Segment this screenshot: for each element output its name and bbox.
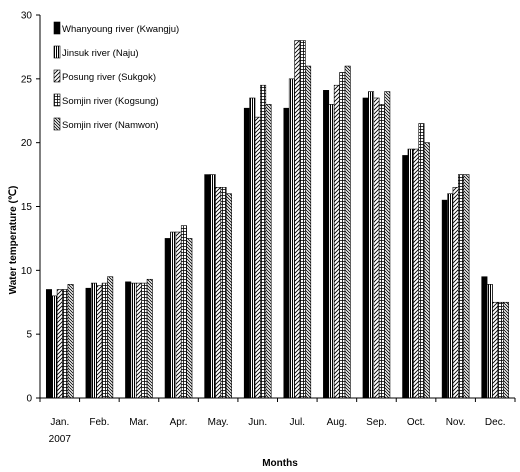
legend-swatch bbox=[53, 69, 61, 83]
bar bbox=[62, 289, 69, 399]
bar bbox=[452, 187, 459, 399]
bar bbox=[260, 84, 267, 399]
legend-label: Posung river (Sukgok) bbox=[62, 72, 156, 83]
legend-label: Jinsuk river (Naju) bbox=[62, 48, 139, 59]
legend-label: Somjin river (Kogsung) bbox=[62, 96, 159, 107]
bar bbox=[220, 187, 227, 399]
x-tick-label: May. bbox=[208, 417, 229, 428]
bar bbox=[413, 148, 420, 399]
bar bbox=[283, 107, 290, 399]
bar bbox=[90, 282, 97, 399]
bar bbox=[299, 40, 306, 399]
bar bbox=[67, 284, 74, 399]
legend-swatch bbox=[53, 117, 61, 131]
x-tick-label: Sep. bbox=[366, 417, 387, 428]
bar bbox=[254, 116, 261, 399]
legend-swatch bbox=[53, 45, 61, 59]
bar bbox=[407, 148, 414, 399]
bar bbox=[362, 97, 369, 399]
bar bbox=[384, 91, 391, 399]
bar bbox=[51, 295, 58, 399]
x-tick-label: Jun. bbox=[248, 417, 267, 428]
bar bbox=[344, 65, 351, 399]
bar bbox=[305, 65, 312, 399]
bar bbox=[180, 225, 187, 399]
bar bbox=[170, 231, 177, 399]
bar bbox=[215, 187, 222, 399]
bar bbox=[45, 289, 52, 399]
bar bbox=[146, 278, 153, 399]
legend-label: Whanyoung river (Kwangju) bbox=[62, 24, 179, 35]
bar bbox=[288, 78, 295, 399]
bar bbox=[447, 193, 454, 399]
legend: Whanyoung river (Kwangju) Jinsuk river (N… bbox=[53, 21, 179, 131]
bar bbox=[85, 287, 92, 399]
bar bbox=[265, 104, 272, 399]
bar bbox=[175, 231, 182, 399]
x-tick-label: Dec. bbox=[485, 417, 506, 428]
bars bbox=[45, 40, 510, 399]
x-tick-label: Aug. bbox=[327, 417, 348, 428]
bar bbox=[164, 238, 171, 399]
x-tick-label: Jan. bbox=[50, 417, 69, 428]
legend-label: Somjin river (Namwon) bbox=[62, 120, 159, 131]
y-tick-label: 10 bbox=[21, 266, 33, 277]
bar bbox=[492, 301, 499, 399]
bar bbox=[186, 238, 193, 399]
bar bbox=[130, 282, 137, 399]
bar bbox=[481, 276, 488, 399]
bar bbox=[418, 123, 425, 399]
bar bbox=[486, 284, 493, 399]
x-tick-label: Mar. bbox=[129, 417, 148, 428]
bar bbox=[328, 104, 335, 399]
y-tick-label: 5 bbox=[26, 330, 32, 341]
bar bbox=[378, 104, 385, 399]
x-tick-label: Feb. bbox=[89, 417, 109, 428]
bar bbox=[141, 282, 148, 399]
y-tick-label: 15 bbox=[21, 202, 33, 213]
y-tick-label: 25 bbox=[21, 74, 33, 85]
bar bbox=[323, 90, 330, 399]
bar bbox=[249, 97, 256, 399]
bar bbox=[503, 301, 510, 399]
bar bbox=[458, 174, 465, 399]
bar bbox=[463, 174, 470, 399]
bar bbox=[497, 301, 504, 399]
x-axis-title: Months bbox=[262, 458, 298, 469]
legend-swatch bbox=[53, 21, 61, 35]
x-tick-sublabel: 2007 bbox=[49, 434, 72, 445]
x-tick-label: Oct. bbox=[407, 417, 425, 428]
legend-swatch bbox=[53, 93, 61, 107]
bar bbox=[204, 174, 211, 399]
bar bbox=[56, 289, 63, 399]
bar bbox=[209, 174, 216, 399]
y-tick-label: 0 bbox=[26, 394, 32, 405]
bar bbox=[339, 72, 346, 399]
bar bbox=[368, 91, 375, 399]
y-tick-label: 20 bbox=[21, 138, 33, 149]
bar bbox=[423, 142, 430, 399]
bar bbox=[402, 155, 409, 399]
bar bbox=[96, 285, 103, 399]
bar bbox=[135, 282, 142, 399]
y-tick-label: 30 bbox=[21, 11, 33, 22]
bar bbox=[333, 84, 340, 399]
x-axis-ticks: Jan. Feb. Mar. Apr. May. Jun. Jul. Aug. Sep. Oct.… bbox=[39, 398, 516, 445]
x-tick-label: Apr. bbox=[170, 417, 188, 428]
bar bbox=[107, 276, 114, 399]
x-tick-label: Nov. bbox=[446, 417, 466, 428]
bar bbox=[101, 282, 108, 399]
x-tick-label: Jul. bbox=[290, 417, 306, 428]
bar bbox=[243, 107, 250, 399]
bar bbox=[441, 199, 448, 399]
bar bbox=[225, 193, 232, 399]
y-axis-title: Water temperature (℃) bbox=[8, 186, 19, 295]
bar bbox=[294, 40, 301, 399]
bar bbox=[125, 281, 132, 399]
bar bbox=[373, 97, 380, 399]
y-axis-ticks: 0 5 10 15 20 25 30 bbox=[21, 11, 40, 405]
